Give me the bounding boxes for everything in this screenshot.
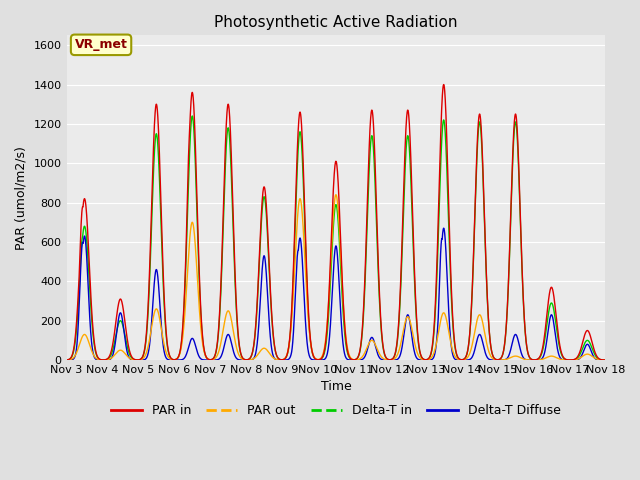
- Legend: PAR in, PAR out, Delta-T in, Delta-T Diffuse: PAR in, PAR out, Delta-T in, Delta-T Dif…: [106, 399, 566, 422]
- X-axis label: Time: Time: [321, 381, 351, 394]
- Text: VR_met: VR_met: [75, 38, 127, 51]
- Title: Photosynthetic Active Radiation: Photosynthetic Active Radiation: [214, 15, 458, 30]
- Y-axis label: PAR (umol/m2/s): PAR (umol/m2/s): [15, 146, 28, 250]
